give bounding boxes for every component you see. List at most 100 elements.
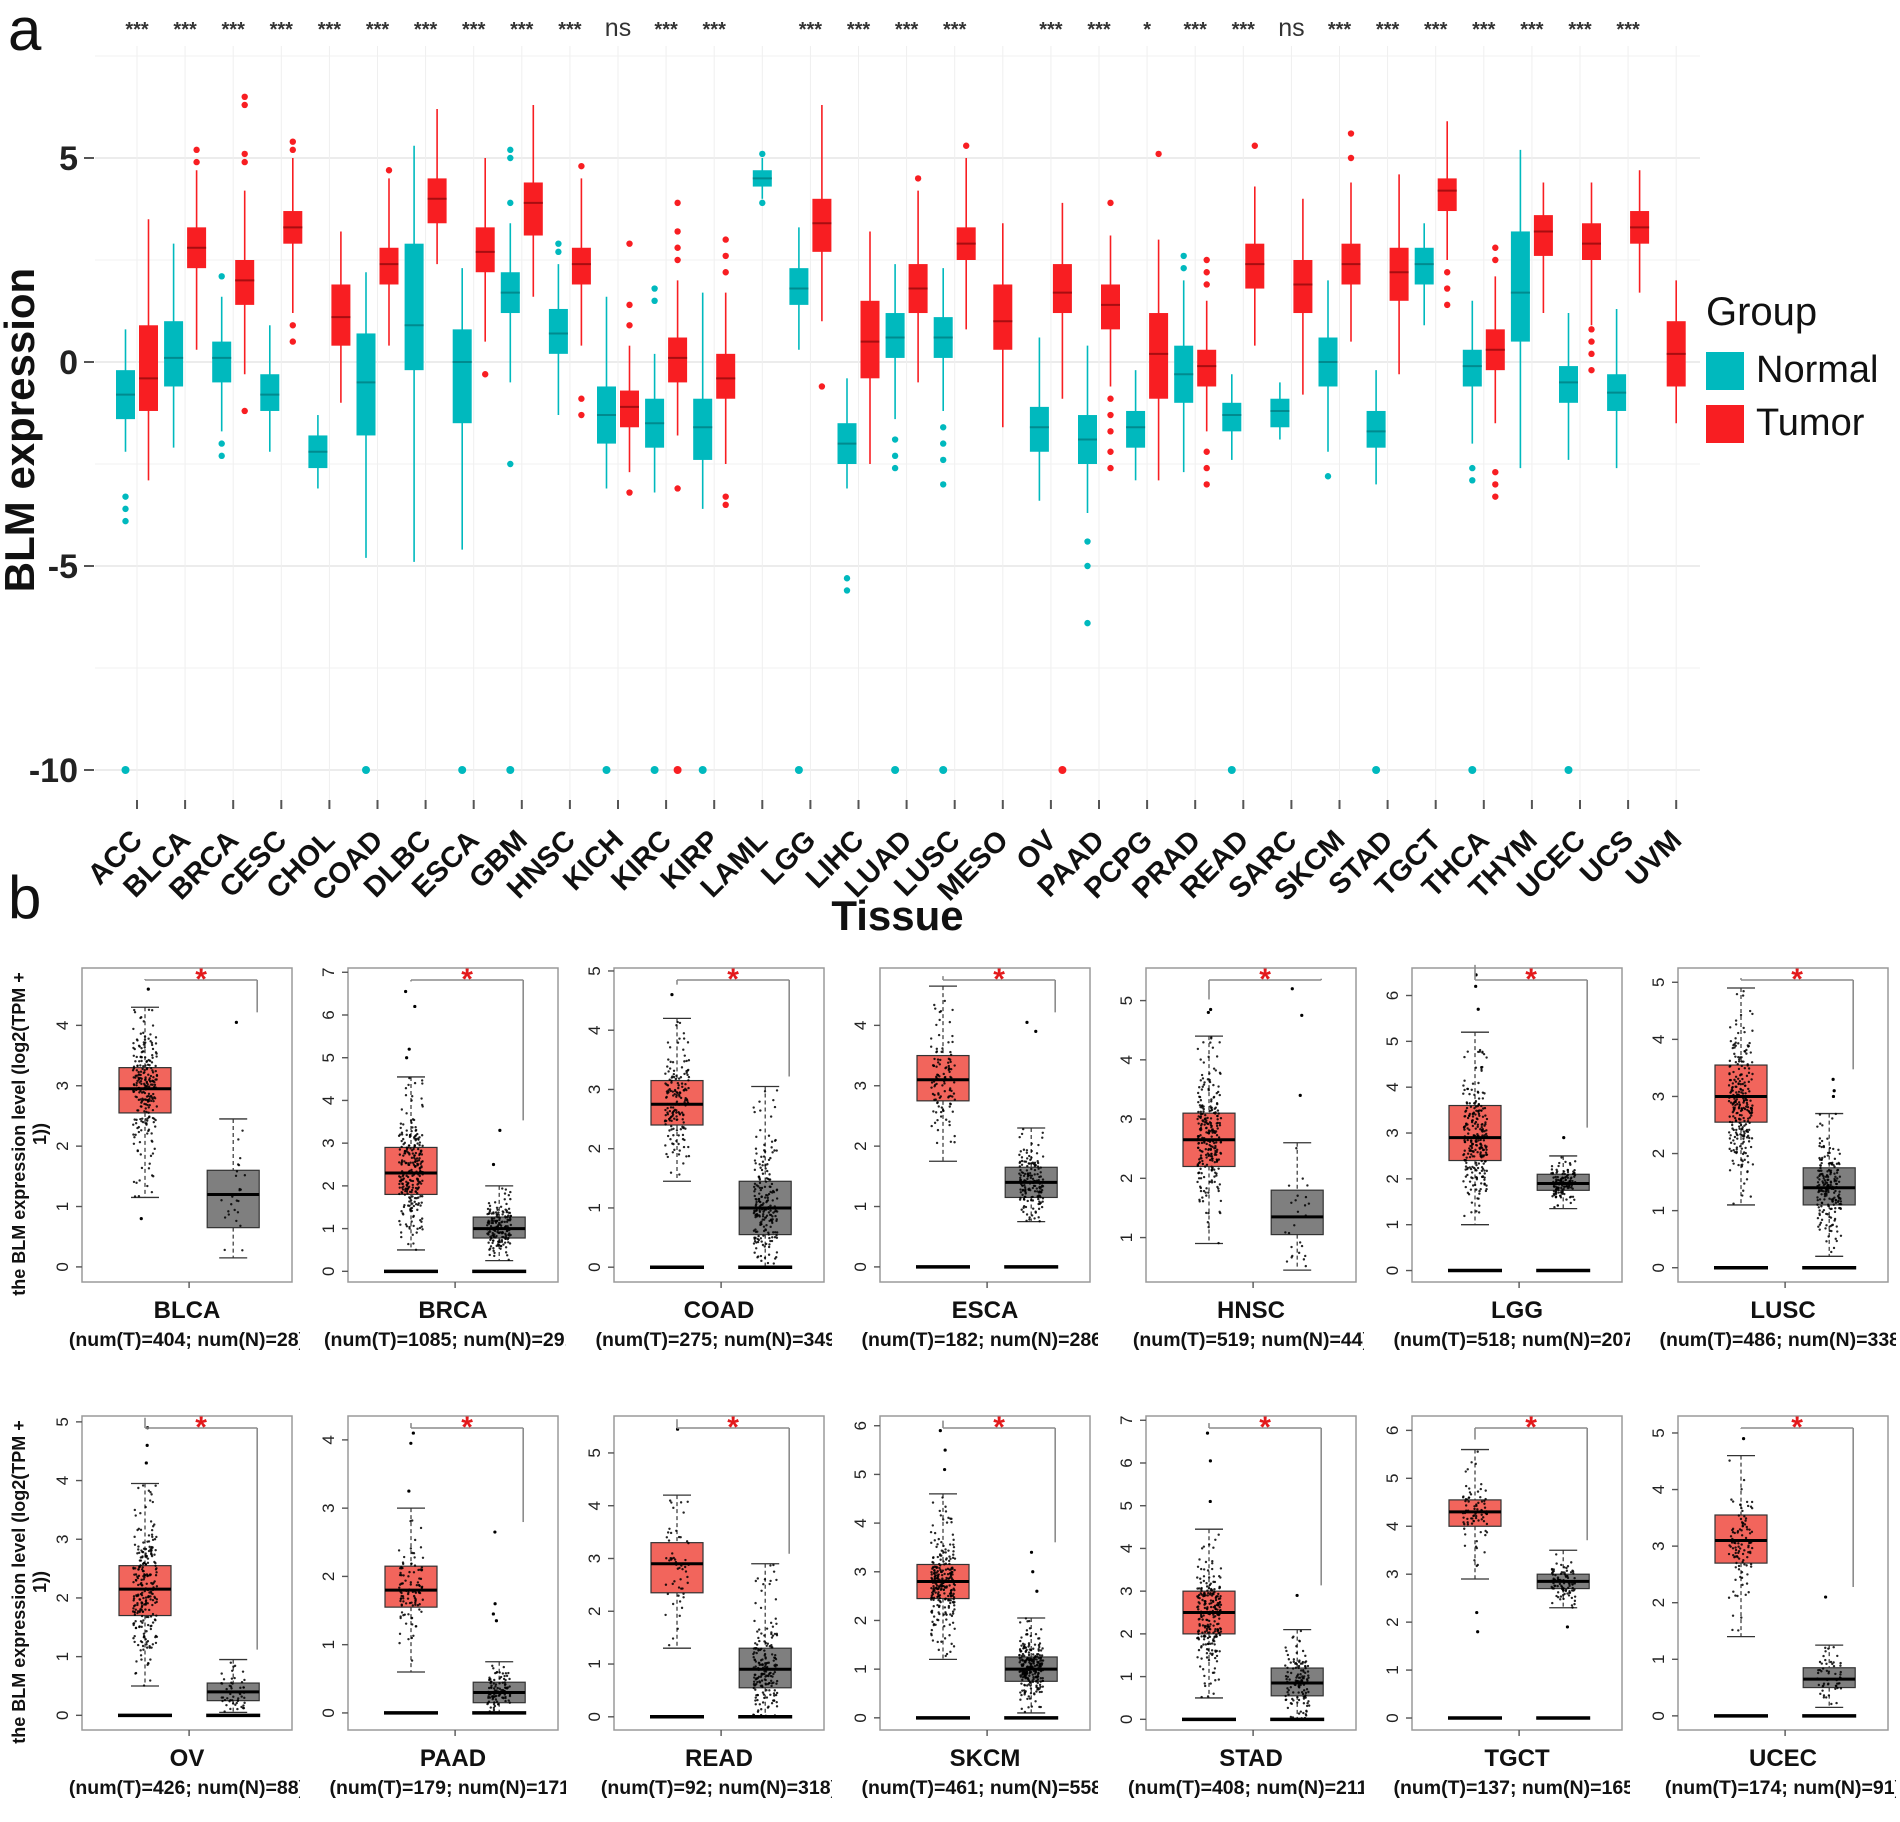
tumor-box-ACC <box>139 219 158 481</box>
b-y-tick-label: 0 <box>319 1708 338 1717</box>
b-y-tick-label: 2 <box>585 1607 604 1616</box>
normal-color-swatch <box>1706 351 1744 390</box>
b-y-tick-label: 4 <box>851 1021 870 1030</box>
b-y-tick-label: 2 <box>1649 1149 1668 1158</box>
tumor-box-PAAD <box>1101 199 1120 472</box>
b-y-tick-label: 0 <box>53 1262 72 1271</box>
subplot-counts-UCEC: (num(T)=174; num(N)=91) <box>1665 1777 1896 1799</box>
b-y-tick-label: 4 <box>1117 1544 1136 1553</box>
b-y-tick-label: 0 <box>1117 1715 1136 1724</box>
normal-box-UCEC <box>1802 1595 1857 1718</box>
significance-star-OV: * <box>195 1411 207 1444</box>
tumor-box-HNSC <box>1182 1007 1236 1245</box>
tumor-box-OV <box>1052 202 1072 774</box>
significance-star-SKCM: * <box>993 1411 1005 1444</box>
b-y-tick-label: 4 <box>319 1435 338 1444</box>
normal-box-BLCA <box>206 1020 260 1259</box>
tumor-box-KIRC <box>668 199 688 774</box>
tumor-box-PRAD <box>1197 256 1217 488</box>
tumor-box-LGG <box>812 104 832 390</box>
tumor-box-STAD <box>1389 174 1409 375</box>
significance-marker-DLBC: *** <box>414 19 438 41</box>
subplot-title-BLCA: BLCA <box>154 1297 221 1324</box>
significance-marker-PAAD: *** <box>1087 19 1111 41</box>
gepia-subplot-COAD: 0 1 2 3 4 5 * COAD (num(T)=275; num(N)=349) <box>566 952 843 1387</box>
normal-box-HNSC <box>1270 987 1324 1271</box>
normal-box-UCEC <box>1559 313 1578 774</box>
gepia-subplot-OV: 0 1 2 3 4 5 * OV (num(T)=426; num(N)=88) <box>34 1400 305 1822</box>
significance-marker-LUSC: *** <box>943 19 967 41</box>
b-y-tick-label: 4 <box>1117 1055 1136 1064</box>
significance-star-BLCA: * <box>195 963 207 996</box>
normal-box-COAD <box>356 272 376 774</box>
b-y-tick-label: 3 <box>53 1535 72 1544</box>
tumor-box-UCEC <box>1582 182 1601 374</box>
y-tick-label: -10 <box>29 752 78 790</box>
significance-marker-CESC: *** <box>270 19 294 41</box>
subplot-title-SKCM: SKCM <box>950 1745 1021 1772</box>
significance-star-TGCT: * <box>1525 1411 1537 1444</box>
subplot-counts-LGG: (num(T)=518; num(N)=207) <box>1393 1329 1630 1351</box>
normal-box-BRCA <box>472 1128 527 1274</box>
b-y-tick-label: 3 <box>1117 1114 1136 1123</box>
subplot-title-LGG: LGG <box>1491 1297 1543 1324</box>
normal-box-OV <box>206 1658 261 1718</box>
significance-marker-THYM: *** <box>1520 19 1544 41</box>
b-y-tick-label: 6 <box>1383 1426 1402 1435</box>
subplot-counts-READ: (num(T)=92; num(N)=318) <box>601 1777 832 1799</box>
normal-box-LGG <box>1536 1136 1591 1273</box>
gepia-subplot-LUSC: 0 1 2 3 4 5 * LUSC (num(T)=486; num(N)=338) <box>1630 952 1900 1387</box>
b-y-tick-label: 4 <box>1649 1485 1668 1494</box>
normal-box-PCPG <box>1126 370 1146 481</box>
b-y-tick-label: 2 <box>1117 1629 1136 1638</box>
b-y-tick-label: 6 <box>319 1010 338 1019</box>
legend-title: Group <box>1706 290 1818 334</box>
gepia-subplot-TGCT: 0 1 2 3 4 5 6 * TGCT (num(T)=137; num(N)=165) <box>1364 1400 1641 1822</box>
b-y-tick-label: 2 <box>319 1181 338 1190</box>
subplot-title-UCEC: UCEC <box>1749 1745 1817 1772</box>
tumor-box-UCEC <box>1714 1437 1768 1718</box>
y-tick-label: -5 <box>48 548 78 586</box>
b-y-tick-label: 5 <box>53 1417 72 1426</box>
b-y-tick-label: 6 <box>1383 991 1402 1000</box>
tumor-box-COAD <box>650 993 704 1269</box>
subplot-title-OV: OV <box>170 1745 205 1772</box>
tumor-box-LUSC <box>956 142 976 330</box>
significance-star-LUSC: * <box>1791 963 1803 996</box>
b-y-tick-label: 1 <box>319 1640 338 1649</box>
b-y-tick-label: 0 <box>53 1711 72 1720</box>
b-y-tick-label: 3 <box>319 1503 338 1512</box>
b-y-tick-label: 1 <box>1383 1665 1402 1674</box>
gepia-subplot-SKCM: 0 1 2 3 4 5 6 * SKCM (num(T)=461; num(N)=558) <box>832 1400 1109 1822</box>
b-y-tick-label: 2 <box>851 1616 870 1625</box>
b-y-tick-label: 2 <box>319 1572 338 1581</box>
normal-box-PAAD <box>472 1530 527 1715</box>
subplot-counts-COAD: (num(T)=275; num(N)=349) <box>595 1329 832 1351</box>
b-y-tick-label: 1 <box>1117 1672 1136 1681</box>
gepia-subplot-STAD: 0 1 2 3 4 5 6 7 * STAD (num(T)=408; num(N)=211) <box>1098 1400 1374 1822</box>
b-y-tick-label: 4 <box>319 1096 338 1105</box>
b-y-tick-label: 4 <box>1649 1035 1668 1044</box>
b-y-tick-label: 4 <box>585 1025 604 1034</box>
tumor-box-BLCA <box>187 146 207 350</box>
b-y-tick-label: 2 <box>1649 1598 1668 1607</box>
tumor-box-SKCM <box>916 1429 970 1720</box>
tumor-box-UVM <box>1666 280 1686 424</box>
normal-box-SKCM <box>1004 1550 1059 1720</box>
subplot-title-ESCA: ESCA <box>952 1297 1019 1324</box>
b-y-tick-label: 3 <box>585 1085 604 1094</box>
legend-item-normal: Normal <box>1706 349 1878 392</box>
y-tick-label: 5 <box>59 140 78 178</box>
tumor-box-ESCA <box>475 158 495 378</box>
significance-marker-GBM: *** <box>510 19 534 41</box>
b-y-tick-label: 4 <box>585 1501 604 1510</box>
significance-marker-OV: *** <box>1039 19 1063 41</box>
normal-box-COAD <box>738 1085 793 1269</box>
b-y-tick-label: 6 <box>851 1421 870 1430</box>
significance-marker-COAD: *** <box>366 19 390 41</box>
gepia-subplot-UCEC: 0 1 2 3 4 5 * UCEC (num(T)=174; num(N)=91) <box>1630 1400 1900 1822</box>
tumor-box-KICH <box>620 240 639 496</box>
subplot-title-LUSC: LUSC <box>1750 1297 1815 1324</box>
normal-box-READ <box>738 1563 793 1719</box>
b-y-tick-label: 1 <box>1649 1206 1668 1215</box>
